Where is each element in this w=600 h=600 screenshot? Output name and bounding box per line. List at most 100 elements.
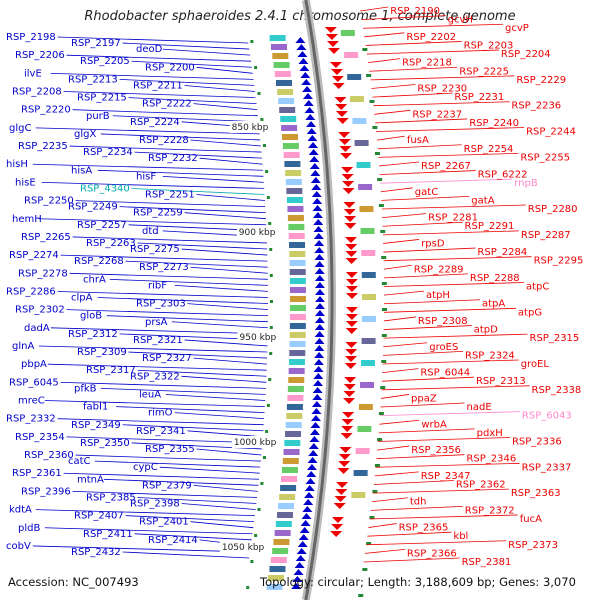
domain-block (275, 521, 292, 527)
gene-label: RSP_2288 (470, 273, 520, 284)
gene-label: RSP_2414 (148, 535, 198, 546)
label-connector (112, 115, 259, 123)
marker-dash (260, 482, 264, 485)
plus-strand-arrow (341, 167, 354, 173)
label-connector (199, 157, 263, 165)
label-connector (119, 79, 255, 86)
minus-strand-arrow (313, 380, 324, 386)
label-connector (382, 368, 419, 373)
label-connector (181, 375, 267, 383)
minus-strand-arrow (314, 254, 325, 260)
gene-label: RSP_2230 (417, 83, 467, 94)
label-connector (375, 462, 520, 468)
marker-dash (377, 178, 383, 181)
minus-strand-arrow (309, 163, 320, 169)
gene-label: RSP_2372 (465, 505, 515, 516)
gene-label: RSP_6044 (420, 368, 470, 379)
marker-dash (378, 204, 384, 207)
label-connector (181, 248, 268, 256)
gene-label: wrbA (421, 419, 447, 430)
gene-label: ilvE (24, 68, 42, 79)
gene-label: RSP_2251 (145, 190, 195, 201)
gene-label: RSP_2255 (520, 152, 570, 163)
plus-strand-arrow (343, 398, 356, 404)
domain-block (285, 422, 302, 428)
marker-dash (362, 568, 368, 571)
gene-label: RSP_2308 (418, 316, 468, 327)
plus-strand-arrow (339, 447, 352, 453)
gene-label: RSP_2235 (18, 141, 68, 152)
domain-block (283, 152, 300, 158)
domain-block (361, 272, 376, 278)
domain-block (353, 470, 368, 476)
gene-label: fucA (520, 514, 542, 525)
marker-dash (265, 170, 269, 173)
label-connector (383, 247, 476, 253)
minus-strand-arrow (301, 513, 312, 519)
label-connector (190, 139, 261, 147)
kbp-marker-bg (231, 436, 284, 448)
plus-strand-arrow (336, 482, 349, 488)
label-connector (174, 285, 268, 292)
label-connector (100, 133, 261, 141)
label-connector (383, 256, 532, 262)
domain-block (340, 30, 355, 36)
minus-strand-arrow (297, 541, 308, 547)
minus-strand-arrow (300, 520, 311, 526)
gene-label: nadE (467, 402, 492, 413)
minus-strand-arrow (302, 93, 313, 99)
domain-block (281, 467, 298, 473)
label-connector (122, 42, 250, 50)
gene-label: RSP_4340 (80, 183, 130, 194)
gene-label: hisF (136, 171, 156, 182)
gene-label: RSP_2336 (512, 436, 562, 447)
gene-label: RSP_6222 (478, 170, 528, 181)
gene-label: RSP_2286 (6, 286, 56, 297)
plus-strand-arrow (334, 496, 347, 502)
domain-block (355, 448, 370, 454)
plus-strand-arrow (345, 279, 358, 285)
kbp-marker-label: 1000 kbp (234, 438, 277, 448)
gene-label: cypC (133, 462, 158, 473)
gene-label: prsA (145, 317, 168, 328)
label-connector (382, 213, 427, 219)
gene-label: RSP_2321 (133, 335, 183, 346)
minus-strand-arrow (314, 338, 325, 344)
gene-label: RSP_2365 (399, 523, 449, 534)
gene-label: RSP_2315 (530, 333, 580, 344)
label-connector (134, 533, 252, 541)
label-connector (63, 91, 256, 98)
label-connector (378, 428, 475, 434)
label-connector (374, 109, 411, 115)
gene-label: RSP_2280 (528, 204, 578, 215)
label-connector (383, 273, 468, 279)
gene-label: RSP_2228 (139, 135, 189, 146)
gene-label: rimO (148, 408, 173, 419)
label-connector (63, 472, 260, 480)
label-connector (106, 315, 268, 323)
domain-block (283, 449, 300, 455)
plus-strand-arrow (338, 139, 351, 145)
minus-strand-arrow (310, 177, 321, 183)
gene-label: RSP_2379 (142, 480, 192, 491)
minus-strand-arrow (312, 205, 323, 211)
label-connector (368, 523, 397, 528)
gene-label: RSP_2225 (459, 66, 509, 77)
plus-strand-arrow (345, 258, 358, 264)
marker-dash (382, 308, 387, 311)
plus-strand-arrow (331, 76, 344, 82)
minus-strand-arrow (304, 107, 315, 113)
minus-strand-arrow (307, 457, 318, 463)
marker-dash (262, 456, 266, 459)
gene-label: RSP_2295 (534, 256, 584, 267)
plus-strand-arrow (344, 223, 357, 229)
gene-label: ppaZ (411, 393, 437, 404)
gene-label: dtd (142, 226, 159, 237)
marker-dash (268, 378, 272, 381)
label-connector (378, 161, 420, 167)
plus-strand-arrow (345, 286, 358, 292)
domain-block (289, 251, 306, 257)
minus-strand-arrow (298, 58, 309, 64)
minus-strand-arrow (310, 422, 321, 428)
label-connector (103, 478, 259, 486)
